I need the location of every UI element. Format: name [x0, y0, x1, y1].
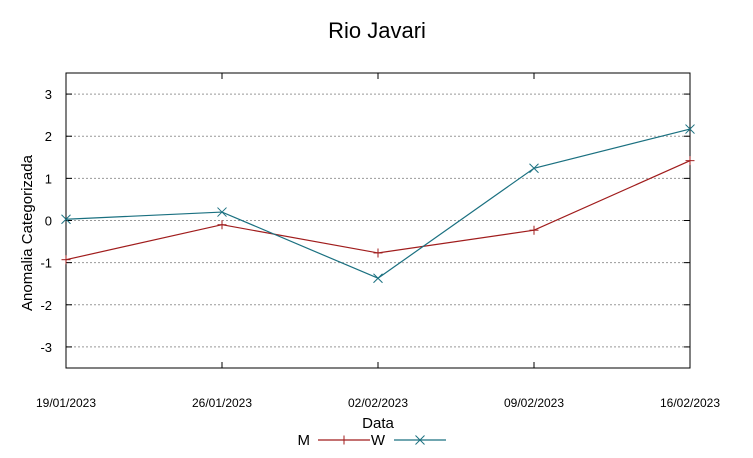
legend-marker-w	[415, 435, 425, 445]
legend-label-m: M	[298, 432, 311, 449]
data-point-m	[373, 248, 383, 258]
grid-lines	[66, 93, 690, 348]
legend-label-w: W	[371, 432, 386, 449]
chart-title: Rio Javari	[328, 18, 426, 43]
legend-marker-m	[339, 435, 349, 445]
data-point-m	[217, 220, 227, 230]
y-tick-label: 0	[45, 214, 52, 229]
y-tick-label: 3	[45, 87, 52, 102]
x-tick-label: 26/01/2023	[192, 396, 252, 410]
x-axis-label: Data	[362, 415, 394, 432]
series-line-m	[65, 160, 691, 261]
data-point-m	[61, 255, 71, 265]
y-tick-label: 1	[45, 171, 52, 186]
y-axis-label: Anomalia Categorizada	[19, 154, 36, 311]
y-axis: -3 -2 -1 0 1 2 3	[40, 87, 690, 355]
data-point-w	[529, 163, 539, 174]
data-point-w	[61, 214, 71, 225]
y-tick-label: -1	[40, 256, 52, 271]
x-axis: 19/01/2023 26/01/2023 02/02/2023 09/02/2023…	[36, 73, 720, 410]
data-point-w	[373, 273, 383, 284]
x-tick-label: 16/02/2023	[660, 396, 720, 410]
data-point-m	[529, 225, 539, 235]
data-point-w	[217, 207, 227, 217]
x-tick-label: 02/02/2023	[348, 396, 408, 410]
data-point-m	[685, 156, 695, 166]
x-tick-label: 09/02/2023	[504, 396, 564, 410]
series-lines	[61, 124, 695, 284]
y-tick-label: 2	[45, 129, 52, 144]
y-tick-label: -2	[40, 298, 52, 313]
x-tick-label: 19/01/2023	[36, 396, 96, 410]
y-tick-label: -3	[40, 340, 52, 355]
data-point-w	[685, 124, 695, 134]
